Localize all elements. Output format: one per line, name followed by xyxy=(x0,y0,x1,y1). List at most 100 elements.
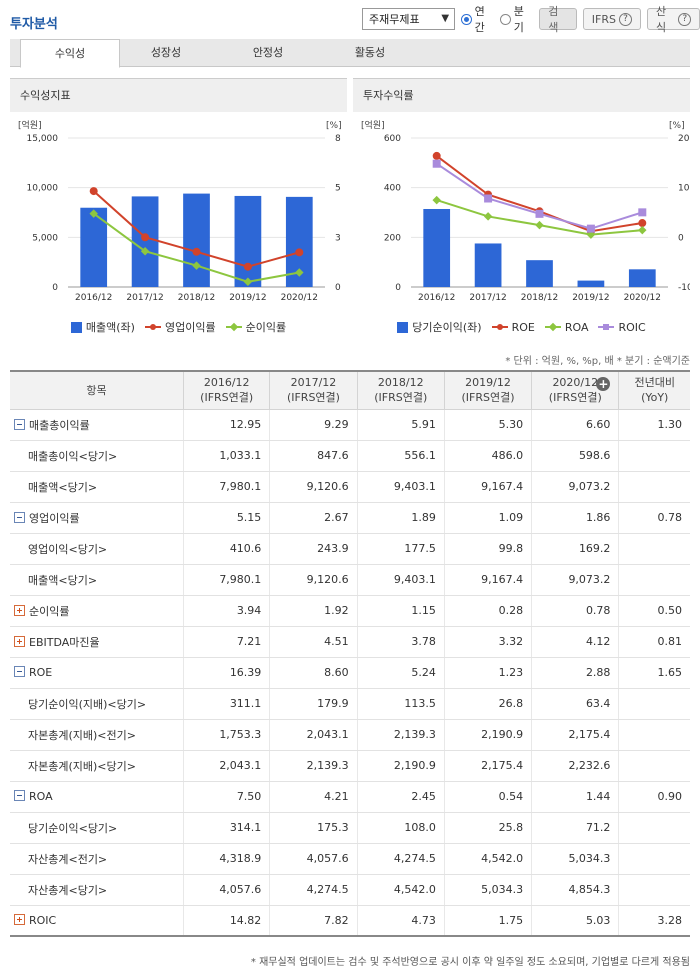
bar[interactable] xyxy=(526,260,553,287)
collapse-icon[interactable] xyxy=(14,418,25,430)
ifrs-help-button[interactable]: IFRS ? xyxy=(582,8,641,30)
value-cell: 7.21 xyxy=(183,625,271,658)
value-cell: 556.1 xyxy=(357,440,445,472)
data-point[interactable] xyxy=(432,159,441,168)
return-chart-panel: 투자수익률 [억원] [%] 0 200 400 600 -10 0 10 20 2016/12 20… xyxy=(353,78,690,340)
data-point[interactable] xyxy=(295,248,304,257)
bar[interactable] xyxy=(628,269,656,287)
row-label-text: 영업이익률 xyxy=(29,511,80,525)
data-point[interactable] xyxy=(192,247,201,256)
legend-swatch xyxy=(598,322,615,332)
data-point[interactable] xyxy=(535,209,544,218)
radio-annual[interactable]: 연간 xyxy=(461,3,494,35)
data-point[interactable] xyxy=(638,225,647,235)
bar[interactable] xyxy=(577,280,605,287)
legend-item-op-margin[interactable]: 영업이익률 xyxy=(144,319,216,335)
radio-quarter[interactable]: 분기 xyxy=(500,3,533,35)
row-label: EBITDA마진율 xyxy=(10,625,185,658)
data-point[interactable] xyxy=(89,187,98,196)
yoy-cell xyxy=(618,843,690,875)
value-cell: 598.6 xyxy=(531,440,620,472)
return-chart: [억원] [%] 0 200 400 600 -10 0 10 20 2016/12 2017/12 2… xyxy=(361,119,690,303)
data-point[interactable] xyxy=(484,194,493,203)
left-tick-label: 0 xyxy=(395,283,401,293)
table-row: 매출총이익률 12.95 9.29 5.91 5.30 6.60 1.30 xyxy=(10,408,690,441)
legend-item-net-income[interactable]: 당기순이익(좌) xyxy=(397,319,482,335)
expand-icon[interactable] xyxy=(14,635,25,647)
data-point[interactable] xyxy=(535,220,544,230)
data-point[interactable] xyxy=(243,277,253,287)
value-cell: 9,120.6 xyxy=(269,471,358,503)
collapse-icon[interactable] xyxy=(14,511,25,523)
left-tick-label: 400 xyxy=(384,184,401,194)
yoy-cell: 1.65 xyxy=(618,656,690,689)
value-cell: 2,232.6 xyxy=(531,750,620,782)
data-point[interactable] xyxy=(638,208,647,217)
data-point[interactable] xyxy=(432,151,441,160)
row-label: 영업이익<당기> xyxy=(10,533,185,565)
row-label: 매출액<당기> xyxy=(10,471,185,503)
bar[interactable] xyxy=(423,208,451,287)
legend-label: ROE xyxy=(511,320,535,334)
value-cell: 4.51 xyxy=(269,625,358,658)
collapse-icon[interactable] xyxy=(14,666,25,677)
value-cell: 9,167.4 xyxy=(444,564,533,596)
add-column-icon[interactable]: + xyxy=(596,377,611,391)
value-cell: 177.5 xyxy=(357,533,445,565)
legend-label: 당기순이익(좌) xyxy=(412,321,482,334)
data-point[interactable] xyxy=(192,261,201,270)
header-basis: (IFRS연결) xyxy=(461,391,515,405)
data-point[interactable] xyxy=(586,224,595,233)
legend-item-roa[interactable]: ROA xyxy=(544,319,588,335)
row-label-text: 당기순이익(지배)<당기> xyxy=(28,697,147,711)
left-axis-unit: [억원] xyxy=(361,119,385,131)
data-point[interactable] xyxy=(483,212,493,221)
table-row: 자산총계<당기> 4,057.6 4,274.5 4,542.0 5,034.3 4,85… xyxy=(10,874,690,906)
return-chart-title: 투자수익률 xyxy=(353,79,690,112)
row-label-text: 자본총계(지배)<전기> xyxy=(28,728,136,742)
right-tick-label: 0 xyxy=(335,283,341,293)
tab-growth[interactable]: 성장성 xyxy=(150,46,182,59)
data-point[interactable] xyxy=(89,209,98,218)
legend-item-roe[interactable]: ROE xyxy=(491,319,535,335)
tab-stability[interactable]: 안정성 xyxy=(252,46,284,59)
data-point[interactable] xyxy=(432,195,441,205)
legend-label: 매출액(좌) xyxy=(85,321,135,334)
data-point[interactable] xyxy=(141,233,150,242)
formula-help-button[interactable]: 산식 ? xyxy=(646,5,700,34)
value-cell: 7,980.1 xyxy=(183,564,271,596)
legend-item-roic[interactable]: ROIC xyxy=(598,319,646,335)
radio-quarter-dot[interactable] xyxy=(500,13,511,25)
expand-icon[interactable] xyxy=(14,604,25,616)
value-cell: 71.2 xyxy=(531,812,620,844)
data-point[interactable] xyxy=(140,246,150,256)
data-point[interactable] xyxy=(638,219,647,228)
tab-profitability[interactable]: 수익성 xyxy=(20,39,120,68)
bar[interactable] xyxy=(234,195,262,287)
row-label-text: 영업이익<당기> xyxy=(28,542,108,556)
expand-icon[interactable] xyxy=(14,913,25,925)
yoy-cell xyxy=(618,471,690,503)
bar[interactable] xyxy=(474,243,502,287)
data-point[interactable] xyxy=(295,268,304,277)
row-label: 영업이익률 xyxy=(10,501,185,534)
search-button[interactable]: 검색 xyxy=(539,5,577,34)
bar[interactable] xyxy=(183,193,210,287)
table-row: 당기순이익<당기> 314.1 175.3 108.0 25.8 71.2 xyxy=(10,812,690,844)
value-cell: 25.8 xyxy=(444,812,533,844)
legend-item-net-margin[interactable]: 순이익률 xyxy=(225,319,286,335)
value-cell: 2.45 xyxy=(357,780,445,813)
legend-item-revenue[interactable]: 매출액(좌) xyxy=(70,319,135,335)
value-cell: 1,033.1 xyxy=(183,440,271,472)
collapse-icon[interactable] xyxy=(14,790,25,801)
return-legend: 당기순이익(좌) ROE ROA ROIC xyxy=(353,319,690,335)
right-tick-label: 0 xyxy=(678,233,684,243)
statement-select[interactable]: 주재무제표 ▼ xyxy=(362,8,456,30)
value-cell: 9,073.2 xyxy=(531,471,620,503)
value-cell: 311.1 xyxy=(183,688,271,720)
bar[interactable] xyxy=(131,196,159,287)
table-row: 당기순이익(지배)<당기> 311.1 179.9 113.5 26.8 63.4 xyxy=(10,688,690,720)
radio-annual-dot[interactable] xyxy=(461,13,472,25)
data-point[interactable] xyxy=(243,262,252,271)
tab-activity[interactable]: 활동성 xyxy=(354,46,386,59)
